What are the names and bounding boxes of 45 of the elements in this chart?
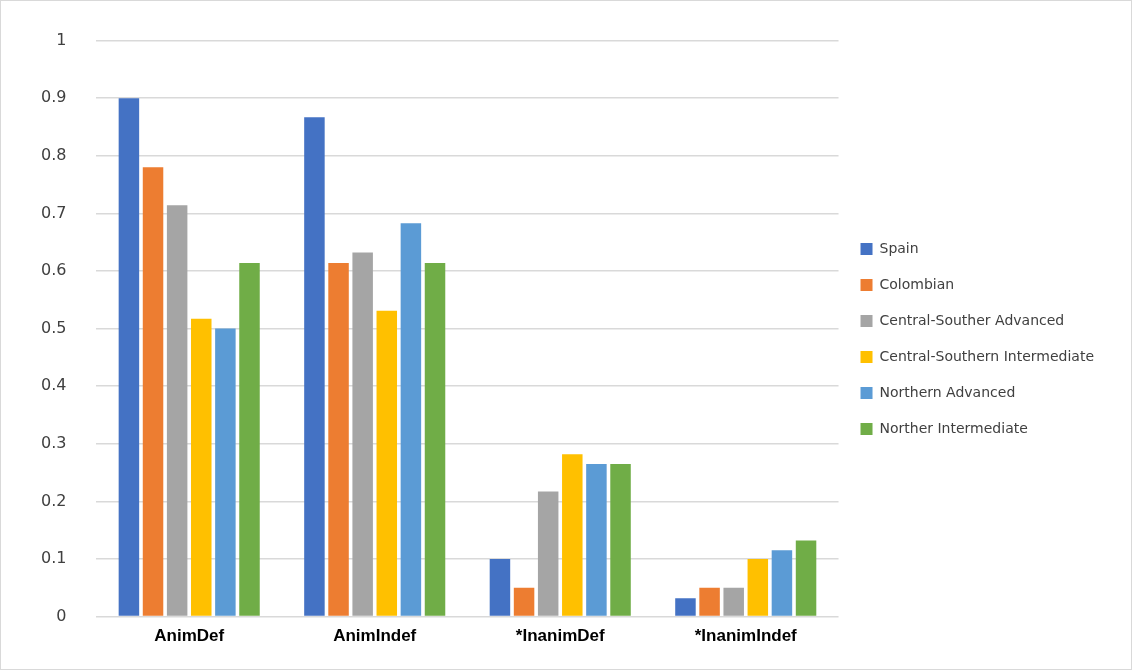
bar	[215, 328, 236, 616]
x-tick-label: *InanimIndef	[694, 626, 798, 646]
bar	[352, 252, 373, 616]
legend-label: Spain	[879, 239, 919, 256]
x-tick-label: AnimIndef	[333, 626, 417, 646]
bar	[747, 559, 769, 616]
bar	[513, 587, 535, 616]
bar	[610, 463, 631, 616]
x-tick-label: *InanimDef	[515, 626, 605, 646]
y-tick-label: 0	[56, 605, 67, 625]
y-tick-label: 0.3	[40, 432, 67, 452]
legend-label: Norther Intermediate	[879, 419, 1028, 436]
y-tick-label: 0.6	[40, 260, 67, 280]
bar	[795, 540, 817, 616]
bar	[118, 98, 140, 616]
bar	[304, 117, 325, 616]
bar	[699, 587, 720, 616]
bar	[191, 318, 212, 616]
bar	[675, 598, 696, 616]
bar	[142, 167, 164, 616]
y-tick-label: 0.8	[40, 144, 67, 164]
bar	[537, 491, 559, 616]
bar	[400, 223, 422, 616]
y-tick-label: 0.7	[40, 202, 67, 222]
bar	[376, 310, 398, 616]
bar	[328, 262, 349, 616]
bar	[239, 262, 260, 616]
y-tick-label: 0.1	[40, 548, 67, 568]
legend-label: Central-Southern Intermediate	[879, 347, 1094, 364]
legend-label: Northern Advanced	[879, 383, 1016, 400]
bar	[489, 559, 511, 616]
legend-label: Colombian	[879, 275, 955, 292]
y-tick-label: 0.5	[40, 317, 67, 337]
bar	[562, 454, 583, 616]
bar	[723, 587, 744, 616]
bar	[166, 205, 188, 616]
x-tick-label: AnimDef	[154, 626, 225, 646]
y-tick-label: 1	[56, 29, 67, 49]
y-tick-label: 0.4	[40, 375, 67, 395]
bar	[771, 550, 793, 616]
y-tick-label: 0.2	[40, 490, 67, 510]
y-tick-label: 0.9	[40, 87, 67, 107]
legend-label: Central-Souther Advanced	[879, 311, 1065, 328]
bar	[424, 262, 446, 616]
bar	[586, 463, 607, 616]
